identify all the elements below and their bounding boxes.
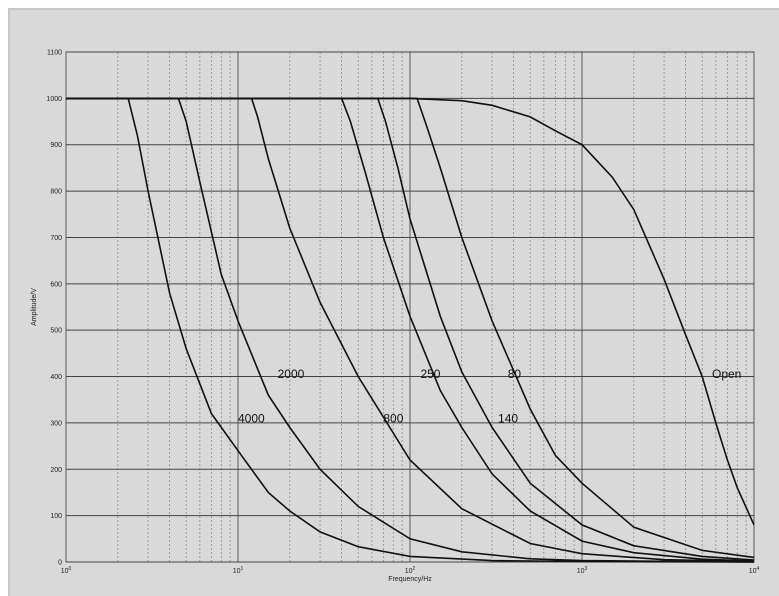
grid: [65, 51, 755, 563]
series-line-2000: [66, 97, 755, 563]
series-label-2000: 2000: [278, 367, 305, 381]
x-tick-label: 103: [577, 566, 588, 575]
y-tick-label: 1100: [47, 50, 62, 57]
x-tick-label: 104: [749, 566, 760, 575]
series-line-250: [66, 97, 755, 562]
series-line-open: [66, 97, 755, 526]
y-tick-label: 600: [50, 281, 62, 288]
series-line-4000: [66, 97, 755, 563]
series-line-80: [66, 97, 755, 559]
series-label-250: 250: [420, 367, 440, 381]
y-tick-label: 500: [50, 328, 62, 335]
y-tick-label: 800: [50, 189, 62, 196]
series-line-140: [66, 97, 755, 561]
y-tick-labels: 0 100 200 300 400 500 600 700 800 900 1000 1100: [46, 50, 62, 567]
curves: [66, 97, 755, 563]
y-tick-label: 200: [50, 467, 62, 474]
curve-labels: 4000 2000 800 250 140 80 Open: [238, 367, 741, 425]
y-tick-label: 700: [50, 235, 62, 242]
series-label-open: Open: [712, 367, 741, 381]
y-tick-label: 900: [50, 142, 62, 149]
x-axis-title: Frequency/Hz: [388, 576, 432, 583]
y-tick-label: 400: [50, 374, 62, 381]
y-tick-label: 1000: [46, 96, 62, 103]
series-label-140: 140: [498, 411, 518, 425]
series-label-800: 800: [383, 411, 403, 425]
x-tick-label: 101: [233, 566, 244, 575]
x-tick-labels: 100 101 102 103 104: [61, 566, 760, 575]
series-line-800: [66, 97, 755, 563]
series-label-80: 80: [508, 367, 522, 381]
series-label-4000: 4000: [238, 411, 265, 425]
y-tick-label: 0: [58, 560, 62, 567]
y-tick-label: 100: [50, 513, 62, 520]
x-tick-label: 100: [61, 566, 72, 575]
y-tick-label: 300: [50, 420, 62, 427]
x-tick-label: 102: [405, 566, 416, 575]
y-axis-title: Amplitude/V: [31, 288, 38, 326]
